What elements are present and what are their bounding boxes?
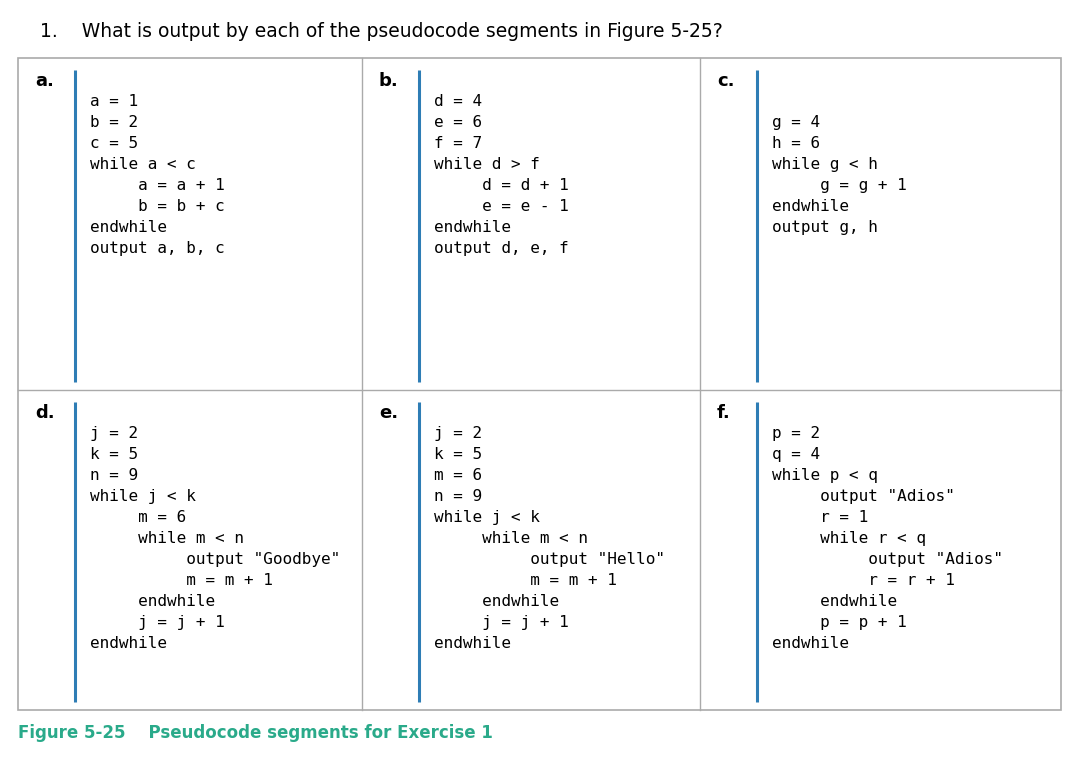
Text: f = 7: f = 7	[434, 136, 482, 151]
Text: d = d + 1: d = d + 1	[434, 178, 569, 193]
Text: g = 4: g = 4	[771, 115, 820, 130]
Text: m = m + 1: m = m + 1	[90, 573, 273, 588]
Text: endwhile: endwhile	[90, 220, 167, 235]
Text: output "Goodbye": output "Goodbye"	[90, 552, 340, 567]
Text: d.: d.	[35, 404, 55, 422]
Text: a = 1: a = 1	[90, 94, 138, 109]
Text: endwhile: endwhile	[434, 220, 511, 235]
Text: endwhile: endwhile	[771, 636, 849, 651]
Text: 1.    What is output by each of the pseudocode segments in Figure 5-25?: 1. What is output by each of the pseudoc…	[40, 22, 723, 41]
Text: endwhile: endwhile	[771, 199, 849, 214]
Text: n = 9: n = 9	[90, 468, 138, 483]
Text: while p < q: while p < q	[771, 468, 878, 483]
Text: c = 5: c = 5	[90, 136, 138, 151]
Text: while g < h: while g < h	[771, 157, 878, 172]
Text: b.: b.	[379, 72, 399, 90]
Text: while m < n: while m < n	[434, 531, 588, 546]
Text: h = 6: h = 6	[771, 136, 820, 151]
Text: output g, h: output g, h	[771, 220, 878, 235]
Text: m = 6: m = 6	[434, 468, 482, 483]
Text: g = g + 1: g = g + 1	[771, 178, 906, 193]
Text: e.: e.	[379, 404, 398, 422]
Text: b = 2: b = 2	[90, 115, 138, 130]
Text: while m < n: while m < n	[90, 531, 244, 546]
Text: f.: f.	[718, 404, 730, 422]
Text: m = 6: m = 6	[90, 510, 187, 525]
Text: r = r + 1: r = r + 1	[771, 573, 955, 588]
Text: output "Adios": output "Adios"	[771, 489, 955, 504]
Text: output "Adios": output "Adios"	[771, 552, 1003, 567]
Text: j = j + 1: j = j + 1	[434, 615, 569, 630]
Text: k = 5: k = 5	[434, 447, 482, 462]
Text: m = m + 1: m = m + 1	[434, 573, 617, 588]
Text: q = 4: q = 4	[771, 447, 820, 462]
Text: output a, b, c: output a, b, c	[90, 241, 224, 256]
Text: endwhile: endwhile	[90, 594, 215, 609]
Text: endwhile: endwhile	[434, 594, 559, 609]
Bar	[18, 58, 1061, 710]
Text: a = a + 1: a = a + 1	[90, 178, 224, 193]
Text: while j < k: while j < k	[90, 489, 196, 504]
Text: k = 5: k = 5	[90, 447, 138, 462]
Text: endwhile: endwhile	[90, 636, 167, 651]
Text: p = 2: p = 2	[771, 426, 820, 441]
Text: j = 2: j = 2	[90, 426, 138, 441]
Text: endwhile: endwhile	[771, 594, 897, 609]
Text: while a < c: while a < c	[90, 157, 196, 172]
Text: p = p + 1: p = p + 1	[771, 615, 906, 630]
Text: b = b + c: b = b + c	[90, 199, 224, 214]
Text: a.: a.	[35, 72, 54, 90]
Text: while j < k: while j < k	[434, 510, 540, 525]
Text: output d, e, f: output d, e, f	[434, 241, 569, 256]
Text: j = 2: j = 2	[434, 426, 482, 441]
Text: c.: c.	[718, 72, 735, 90]
Text: e = e - 1: e = e - 1	[434, 199, 569, 214]
Text: Figure 5-25    Pseudocode segments for Exercise 1: Figure 5-25 Pseudocode segments for Exer…	[18, 724, 493, 742]
Text: j = j + 1: j = j + 1	[90, 615, 224, 630]
Text: r = 1: r = 1	[771, 510, 869, 525]
Text: output "Hello": output "Hello"	[434, 552, 665, 567]
Text: while d > f: while d > f	[434, 157, 540, 172]
Text: endwhile: endwhile	[434, 636, 511, 651]
Text: n = 9: n = 9	[434, 489, 482, 504]
Text: while r < q: while r < q	[771, 531, 926, 546]
Text: e = 6: e = 6	[434, 115, 482, 130]
Text: d = 4: d = 4	[434, 94, 482, 109]
